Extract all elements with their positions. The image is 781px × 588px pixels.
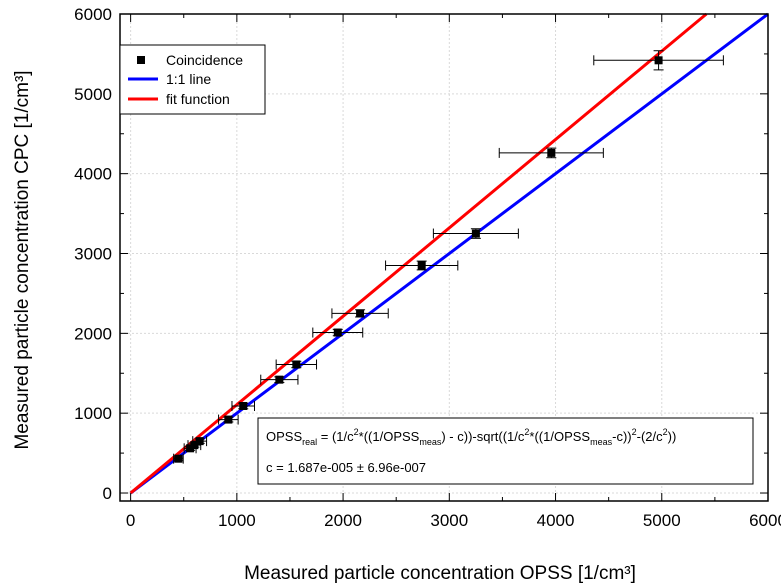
data-point <box>195 437 204 446</box>
data-point <box>654 56 663 65</box>
data-point <box>292 360 301 369</box>
legend-label-coincidence: Coincidence <box>166 52 243 68</box>
data-point <box>547 148 556 157</box>
data-point <box>174 454 183 463</box>
data-point <box>224 415 233 424</box>
y-tick-label: 6000 <box>74 5 112 24</box>
axis-ticks: 0 1000 2000 3000 4000 5000 6000 0 1000 2000 3000 40… <box>74 5 781 530</box>
series-line-1-1-line <box>129 12 769 495</box>
c-value-text: c = 1.687e-005 ± 6.96e-007 <box>266 460 426 475</box>
y-tick-label: 0 <box>103 484 112 503</box>
data-point <box>190 441 199 450</box>
y-axis-label: Measured particle concentration CPC [1/c… <box>12 70 33 449</box>
data-point <box>275 375 284 384</box>
series-line-fit-function <box>129 12 708 495</box>
x-tick-label: 5000 <box>643 511 681 530</box>
annotation-box <box>257 417 754 485</box>
x-tick-label: 6000 <box>749 511 781 530</box>
legend-label-1to1: 1:1 line <box>166 71 211 87</box>
y-tick-label: 1000 <box>74 404 112 423</box>
y-tick-label: 3000 <box>74 245 112 264</box>
legend: Coincidence 1:1 line fit function <box>119 44 266 115</box>
formula-annotation: OPSSreal = (1/c2*((1/OPSSmeas) - c))-sqr… <box>257 417 754 485</box>
data-point <box>186 444 195 453</box>
x-axis-label: Measured particle concentration OPSS [1/… <box>244 563 636 584</box>
y-tick-label: 2000 <box>74 324 112 343</box>
legend-label-fit: fit function <box>166 91 230 107</box>
data-point <box>356 309 365 318</box>
x-tick-label: 4000 <box>537 511 575 530</box>
x-tick-label: 2000 <box>324 511 362 530</box>
y-tick-label: 5000 <box>74 85 112 104</box>
data-series <box>129 12 769 495</box>
x-tick-label: 0 <box>126 511 135 530</box>
plot-frame <box>119 13 769 502</box>
y-tick-label: 4000 <box>74 165 112 184</box>
x-tick-label: 3000 <box>430 511 468 530</box>
data-point <box>471 229 480 238</box>
data-point <box>333 328 342 337</box>
data-point <box>417 261 426 270</box>
data-point <box>239 401 248 410</box>
legend-marker-coincidence <box>137 56 145 64</box>
x-tick-label: 1000 <box>218 511 256 530</box>
formula-text: OPSSreal = (1/c2*((1/OPSSmeas) - c))-sqr… <box>266 427 676 447</box>
